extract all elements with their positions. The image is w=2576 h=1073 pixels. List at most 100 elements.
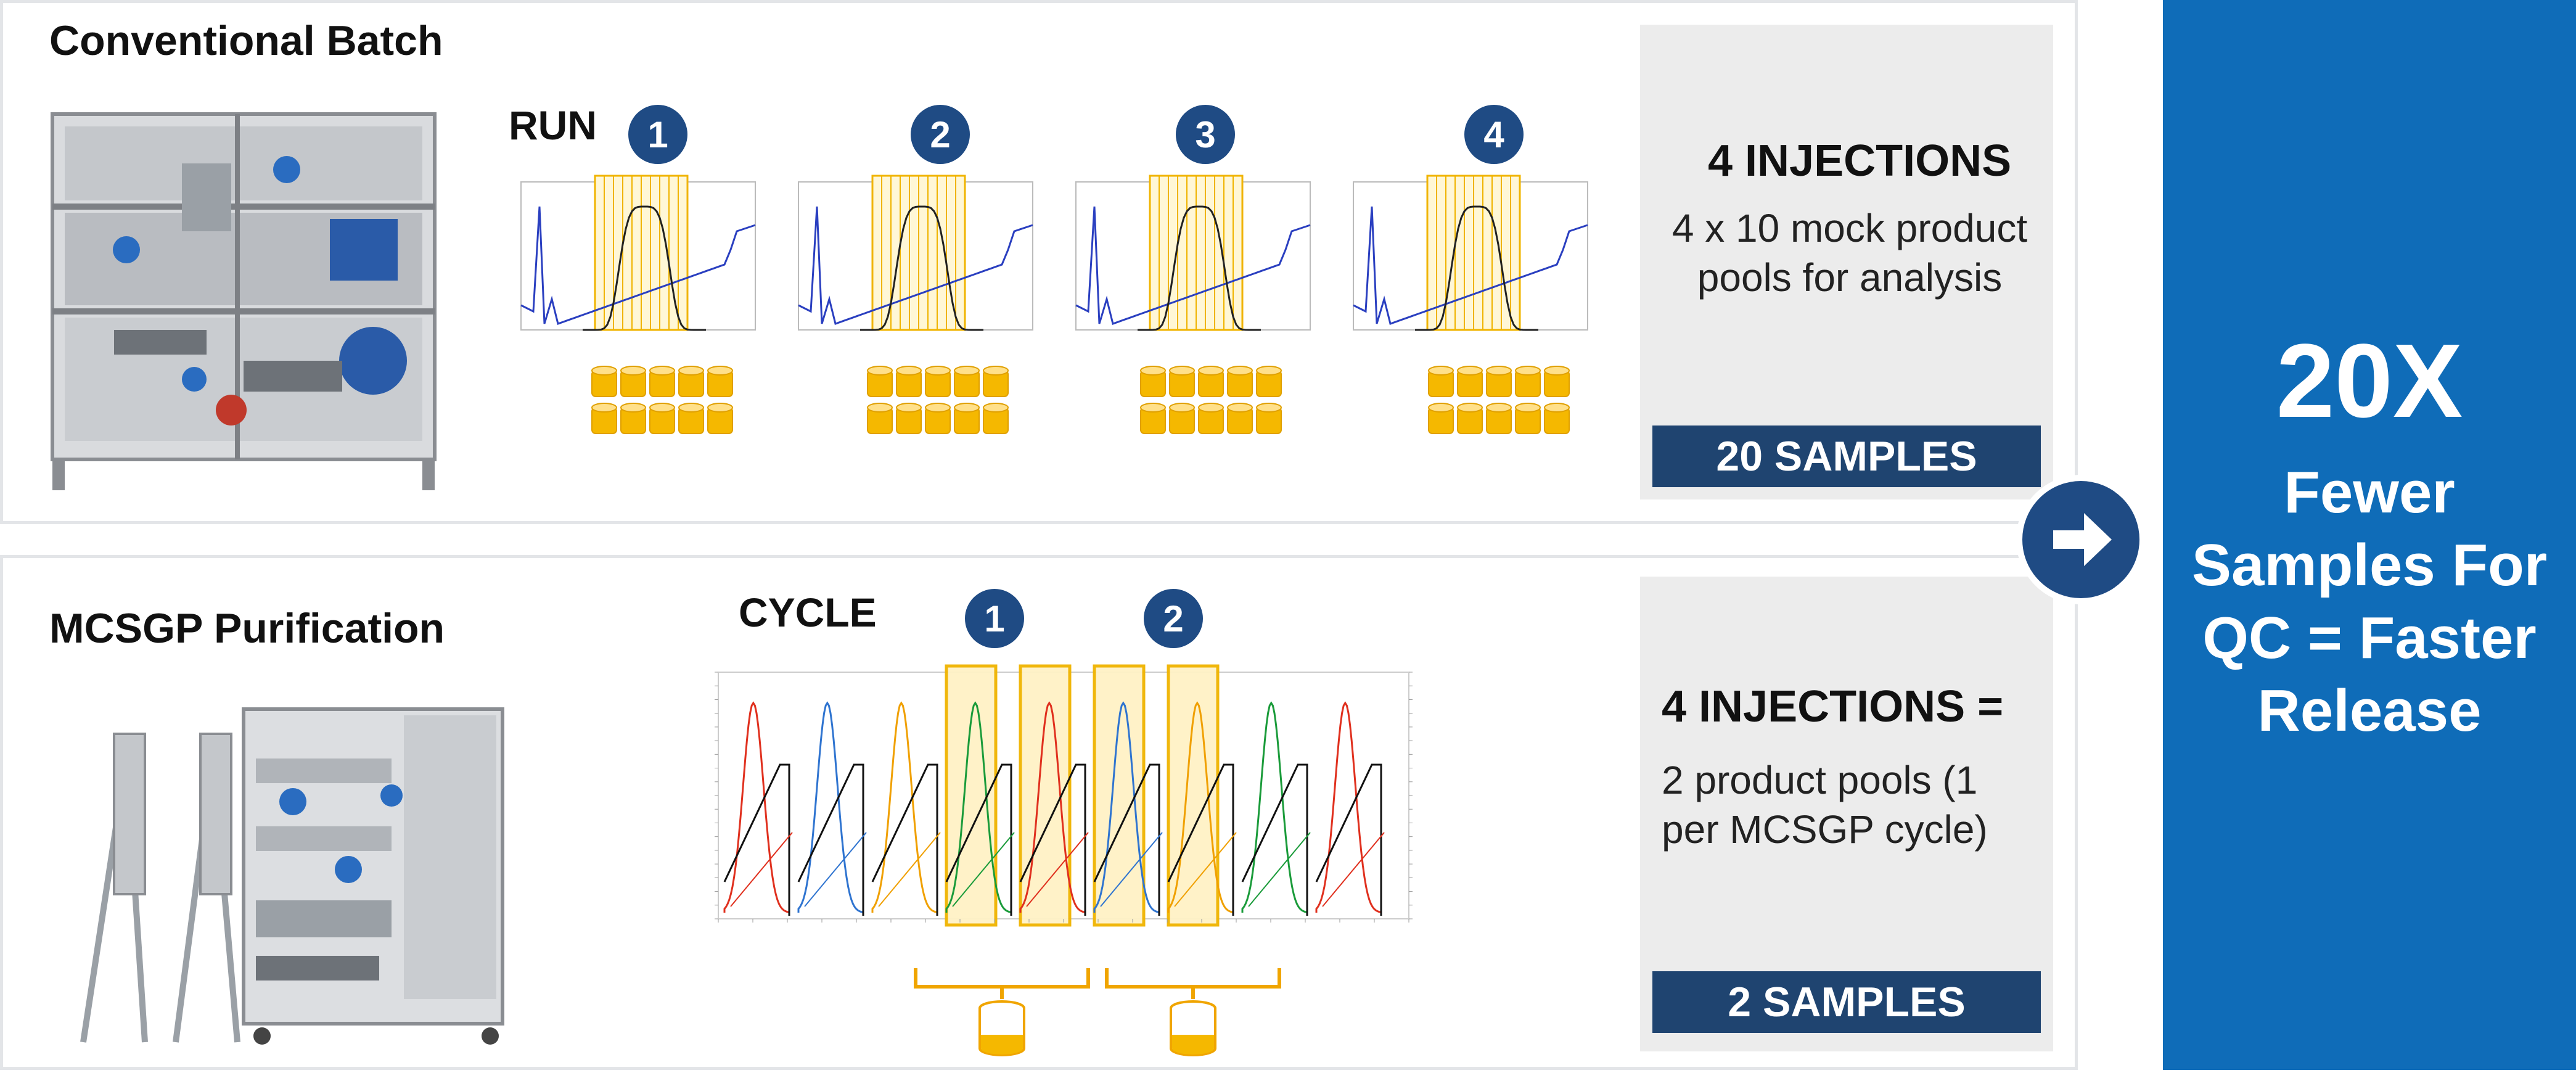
product-peak — [1138, 205, 1261, 331]
peak-trace — [723, 701, 789, 913]
sample-cup — [1227, 403, 1253, 434]
sample-cup — [1140, 403, 1166, 434]
sample-cup — [1544, 366, 1570, 397]
gradient-trace — [1315, 763, 1382, 916]
sample-cup — [707, 403, 733, 434]
gradient-trace — [1241, 763, 1308, 916]
run-1-sample-cups — [591, 366, 733, 434]
sample-cup — [620, 366, 646, 397]
sample-cup — [649, 403, 675, 434]
batch-samples-count: 20 SAMPLES — [1652, 426, 2041, 487]
peak-trace — [1241, 701, 1307, 913]
sample-cup — [1169, 366, 1195, 397]
modifier-trace — [952, 832, 1015, 907]
result-line-2: Samples For — [2191, 532, 2548, 598]
sample-cup — [925, 366, 951, 397]
peak-trace — [1093, 701, 1159, 913]
sample-cup — [1198, 403, 1224, 434]
sample-cup — [1428, 366, 1454, 397]
modifier-trace — [1100, 832, 1163, 907]
modifier-trace — [1026, 832, 1089, 907]
modifier-trace — [730, 832, 793, 907]
gradient-trace — [1093, 763, 1160, 916]
conventional-batch-panel: Conventional Batch RUN 1 2 3 4 4 INJECTI… — [0, 0, 2078, 524]
sample-cup — [1515, 366, 1541, 397]
batch-summary-box: 4 INJECTIONS 4 x 10 mock product pools f… — [1640, 25, 2053, 500]
sample-cup — [867, 366, 893, 397]
peak-trace — [797, 701, 863, 913]
gradient-trace — [797, 763, 864, 916]
run-2-badge: 2 — [911, 105, 970, 164]
mcsgp-pool-cups — [914, 968, 1281, 1056]
sample-cup — [925, 403, 951, 434]
gradient-trace — [871, 763, 938, 916]
sample-cup — [707, 366, 733, 397]
sample-cup — [954, 403, 980, 434]
result-line-3: QC = Faster — [2202, 605, 2537, 671]
batch-skid-image — [51, 112, 437, 490]
run-1-badge: 1 — [628, 105, 687, 164]
result-line-4: Release — [2257, 678, 2482, 744]
sample-cup — [954, 366, 980, 397]
run-4-sample-cups — [1428, 366, 1570, 434]
uv-trace — [1075, 206, 1311, 325]
gradient-trace — [1019, 763, 1086, 916]
batch-injections-desc-2: pools for analysis — [1697, 255, 2003, 300]
sample-cup — [1457, 403, 1483, 434]
mcsgp-injections-title: 4 INJECTIONS = — [1662, 682, 2004, 731]
sample-cup — [1256, 403, 1282, 434]
sample-cup — [896, 403, 922, 434]
uv-trace — [1353, 206, 1588, 325]
peak-trace — [1167, 701, 1233, 913]
sample-cup — [1486, 366, 1512, 397]
result-arrow — [2016, 475, 2146, 604]
run-label: RUN — [509, 102, 597, 148]
batch-injections-title: 4 INJECTIONS — [1708, 136, 2012, 186]
mcsgp-system-image — [80, 707, 504, 1045]
sample-cup — [1428, 403, 1454, 434]
sample-cup — [678, 403, 704, 434]
mcsgp-injections-desc-1: 2 product pools (1 — [1662, 758, 1978, 802]
result-text: Fewer Samples For QC = Faster Release — [2163, 456, 2576, 747]
mcsgp-summary-box: 4 INJECTIONS = 2 product pools (1 per MC… — [1640, 577, 2053, 1051]
cycle-label: CYCLE — [739, 590, 877, 635]
modifier-trace — [1248, 832, 1311, 907]
sample-cup — [1486, 403, 1512, 434]
sample-cup — [678, 366, 704, 397]
run-3-badge: 3 — [1176, 105, 1235, 164]
product-peak — [583, 205, 706, 331]
result-line-1: Fewer — [2284, 459, 2455, 525]
result-headline: 20X — [2276, 323, 2463, 440]
modifier-trace — [1322, 832, 1385, 907]
run-4-badge: 4 — [1464, 105, 1524, 164]
mcsgp-samples-count: 2 SAMPLES — [1652, 971, 2041, 1033]
mcsgp-injections-desc-2: per MCSGP cycle) — [1662, 807, 1988, 852]
pool-2-cup — [1170, 1000, 1216, 1056]
sample-cup — [1457, 366, 1483, 397]
sample-cup — [1169, 403, 1195, 434]
result-panel: 20X Fewer Samples For QC = Faster Releas… — [2163, 0, 2576, 1070]
gradient-trace — [1167, 763, 1234, 916]
modifier-trace — [878, 832, 941, 907]
arrow-right-icon — [2053, 513, 2112, 566]
sample-cup — [1544, 403, 1570, 434]
sample-cup — [620, 403, 646, 434]
batch-injections-desc-1: 4 x 10 mock product — [1672, 206, 2028, 250]
sample-cup — [896, 366, 922, 397]
run-2-sample-cups — [867, 366, 1009, 434]
sample-cup — [983, 403, 1009, 434]
sample-cup — [649, 366, 675, 397]
run-2-chromatogram — [798, 175, 1033, 331]
sample-cup — [1140, 366, 1166, 397]
run-1-chromatogram — [520, 175, 756, 331]
pool-1-cup — [978, 1000, 1025, 1056]
run-3-sample-cups — [1140, 366, 1282, 434]
product-peak — [860, 205, 983, 331]
sample-cup — [1198, 366, 1224, 397]
sample-cup — [1515, 403, 1541, 434]
cycle-1-badge: 1 — [965, 589, 1024, 648]
peak-trace — [871, 701, 937, 913]
gradient-trace — [723, 763, 790, 916]
peak-trace — [1315, 701, 1381, 913]
sample-cup — [867, 403, 893, 434]
